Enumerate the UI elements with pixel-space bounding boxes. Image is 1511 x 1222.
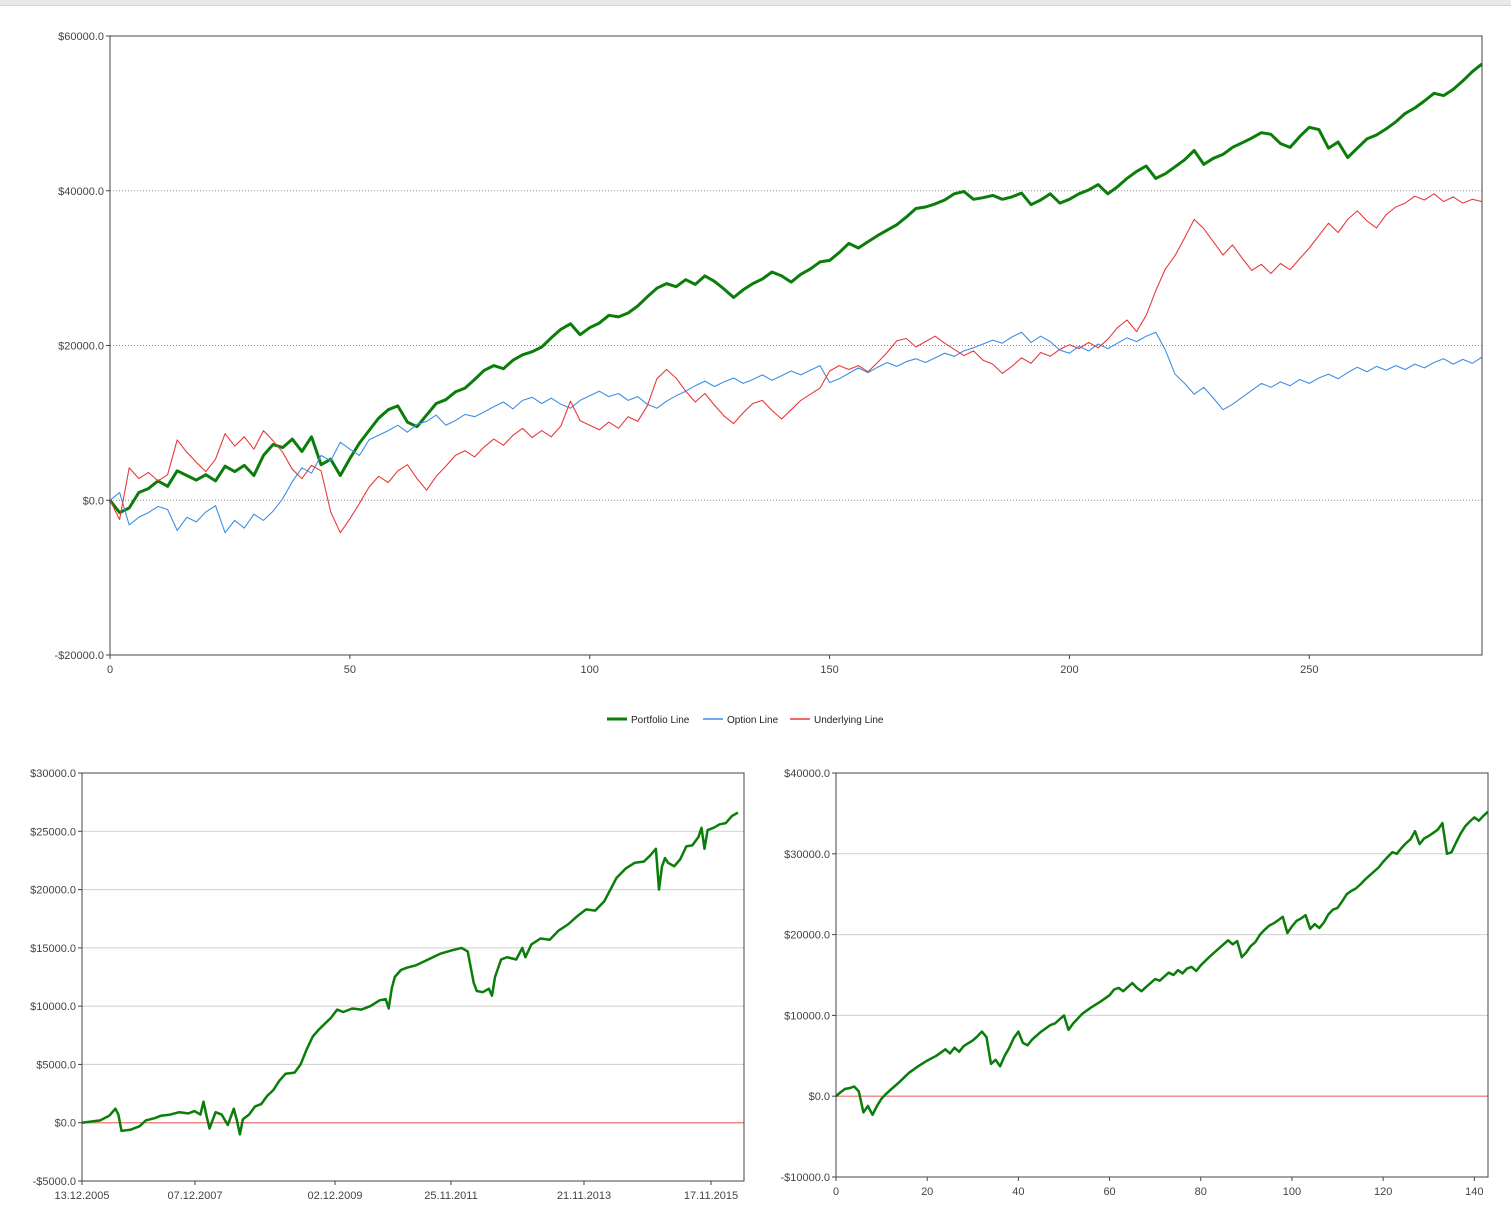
x-tick-label: 250 [1300, 664, 1318, 676]
portfolio-line-series [108, 62, 1483, 515]
y-tick-label: $40000.0 [58, 186, 104, 198]
y-tick-label: $15000.0 [30, 943, 76, 955]
series-1-series [835, 810, 1489, 1117]
y-tick-label: $20000.0 [58, 341, 104, 353]
y-tick-label: $60000.0 [58, 31, 104, 43]
y-tick-label: $5000.0 [36, 1059, 76, 1071]
legend-label: Portfolio Line [631, 715, 690, 726]
y-tick-label: $10000.0 [784, 1010, 830, 1022]
option-line-series [109, 331, 1483, 534]
y-tick-label: -$5000.0 [33, 1176, 76, 1188]
window-top-border [0, 0, 1511, 6]
y-tick-label: $20000.0 [30, 885, 76, 897]
y-tick-label: $0.0 [55, 1118, 76, 1130]
x-tick-label: 140 [1465, 1186, 1483, 1198]
x-tick-label: 50 [344, 664, 356, 676]
x-tick-label: 80 [1195, 1186, 1207, 1198]
y-tick-label: $0.0 [83, 495, 104, 507]
plot-area-border [109, 35, 1483, 656]
x-tick-label: 07.12.2007 [167, 1190, 222, 1202]
x-tick-label: 17.11.2015 [684, 1190, 738, 1202]
x-tick-label: 21.11.2013 [557, 1190, 611, 1202]
x-tick-label: 25.11.2011 [424, 1190, 477, 1202]
x-tick-label: 40 [1012, 1186, 1024, 1198]
x-tick-label: 120 [1374, 1186, 1392, 1198]
x-tick-label: 20 [921, 1186, 933, 1198]
legend: Portfolio Line Option Line Underlying Line [607, 715, 884, 726]
y-tick-label: $20000.0 [784, 930, 830, 942]
x-tick-label: 0 [107, 664, 113, 676]
chart-1: -$20000.0 $0.0 $20000.0 $40000.0 $60000.0 0 50… [54, 31, 1483, 676]
x-tick-label: 13.12.2005 [54, 1190, 109, 1202]
x-tick-label: 100 [581, 664, 599, 676]
x-tick-label: 200 [1060, 664, 1078, 676]
y-tick-label: $40000.0 [784, 768, 830, 780]
y-tick-label: -$20000.0 [54, 650, 104, 662]
x-tick-label: 100 [1283, 1186, 1301, 1198]
legend-label: Option Line [727, 715, 779, 726]
chart-2: -$5000.0 $0.0 $5000.0 $10000.0 $15000.0 $2000… [30, 768, 745, 1202]
y-tick-label: $25000.0 [30, 826, 76, 838]
chart-3: -$10000.0 $0.0 $10000.0 $20000.0 $30000.0 $40… [780, 768, 1489, 1198]
y-tick-label: $30000.0 [784, 849, 830, 861]
y-tick-label: -$10000.0 [780, 1172, 830, 1184]
x-tick-label: 150 [820, 664, 838, 676]
x-tick-label: 60 [1103, 1186, 1115, 1198]
plot-area-border [835, 772, 1489, 1178]
x-tick-label: 0 [833, 1186, 839, 1198]
y-tick-label: $10000.0 [30, 1001, 76, 1013]
series-1-series [81, 811, 739, 1136]
plot-area-border [81, 772, 745, 1182]
legend-label: Underlying Line [814, 715, 884, 726]
underlying-line-series [109, 193, 1483, 534]
y-tick-label: $0.0 [809, 1091, 830, 1103]
x-tick-label: 02.12.2009 [307, 1190, 362, 1202]
y-tick-label: $30000.0 [30, 768, 76, 780]
